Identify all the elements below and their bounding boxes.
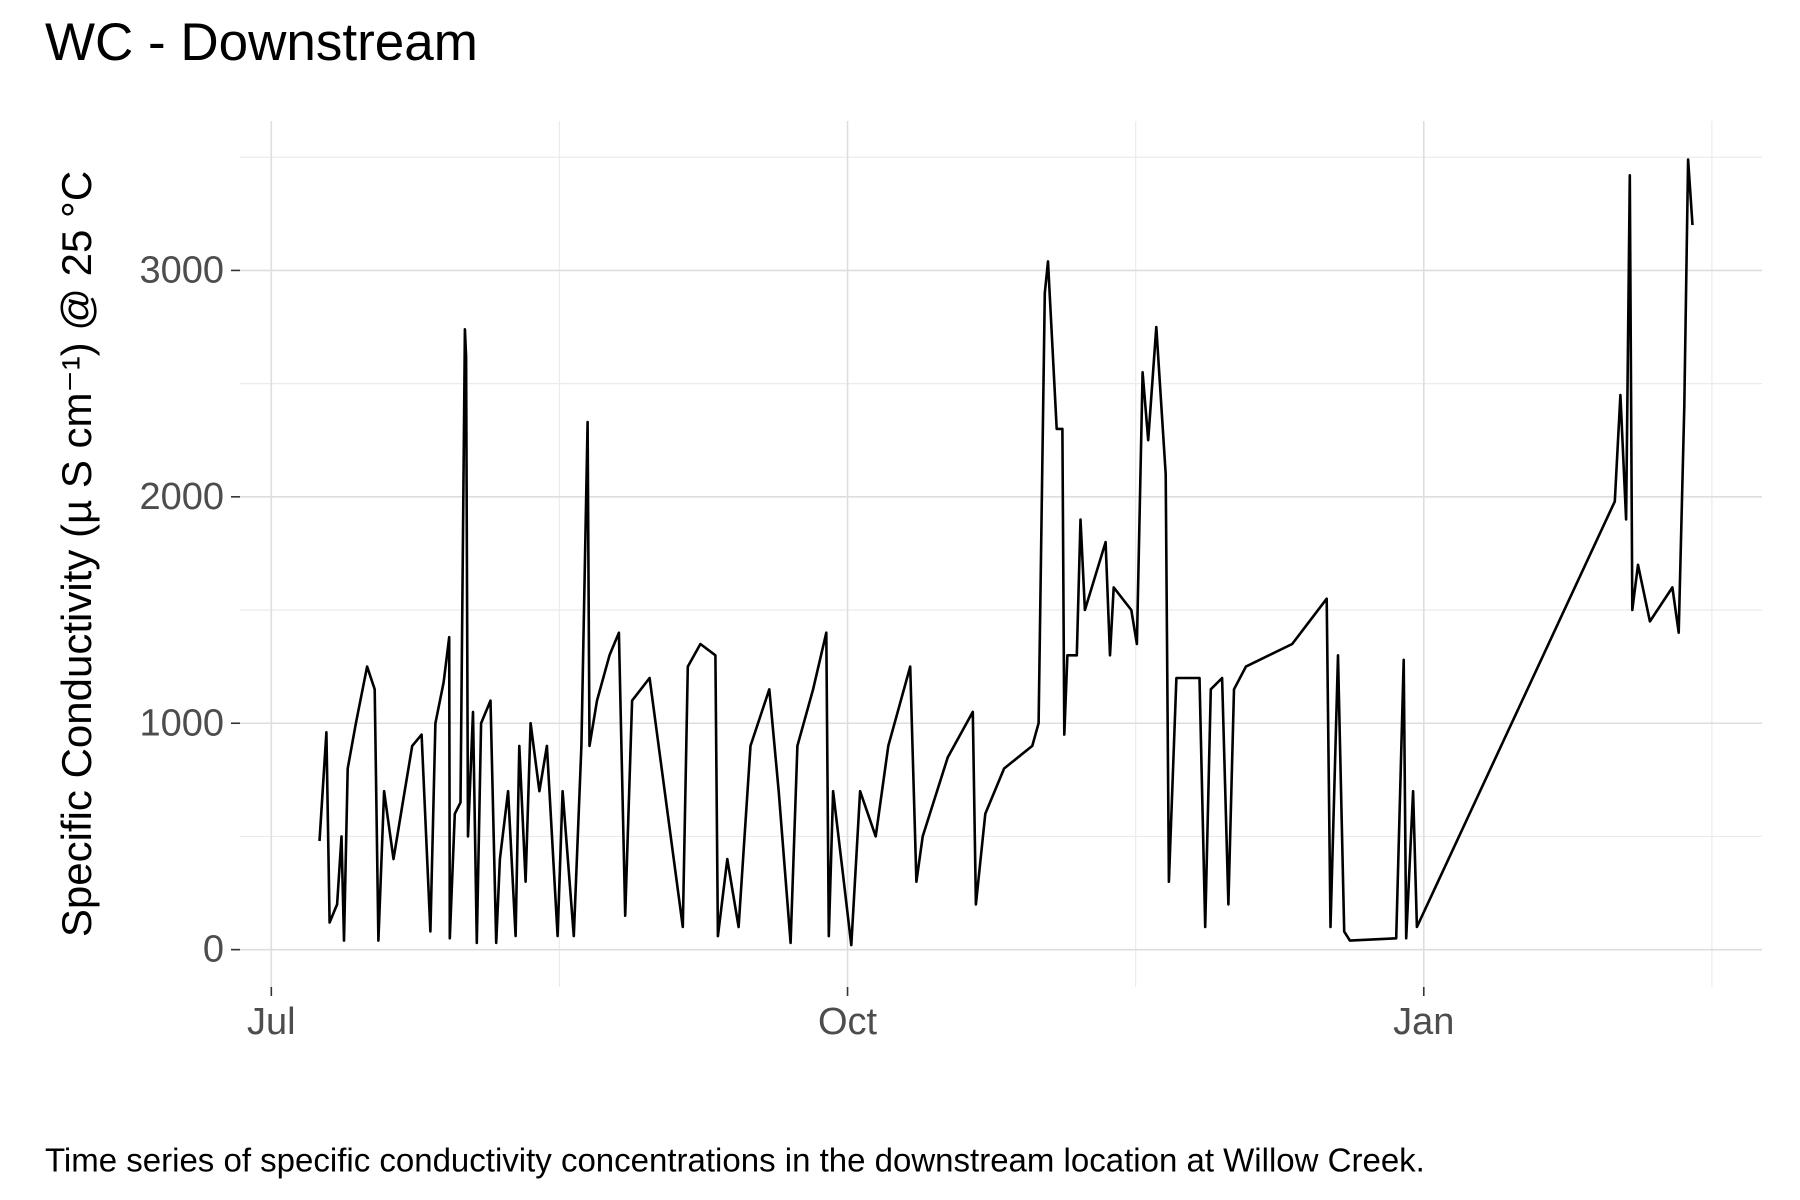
y-axis-label: Specific Conductivity (µ S cm⁻¹) @ 25 °C [53, 171, 100, 937]
series-line [318, 158, 1694, 947]
chart-title: WC - Downstream [45, 13, 478, 72]
x-tick-label: Jan [1393, 1001, 1454, 1043]
y-tick-label: 1000 [139, 702, 224, 744]
y-tick-label: 2000 [139, 476, 224, 518]
y-tick-label: 0 [203, 929, 224, 971]
caption: Time series of specific conductivity con… [45, 1142, 1425, 1179]
x-tick-label: Oct [818, 1001, 878, 1043]
y-tick-label: 3000 [139, 249, 224, 291]
x-tick-label: Jul [247, 1001, 296, 1043]
